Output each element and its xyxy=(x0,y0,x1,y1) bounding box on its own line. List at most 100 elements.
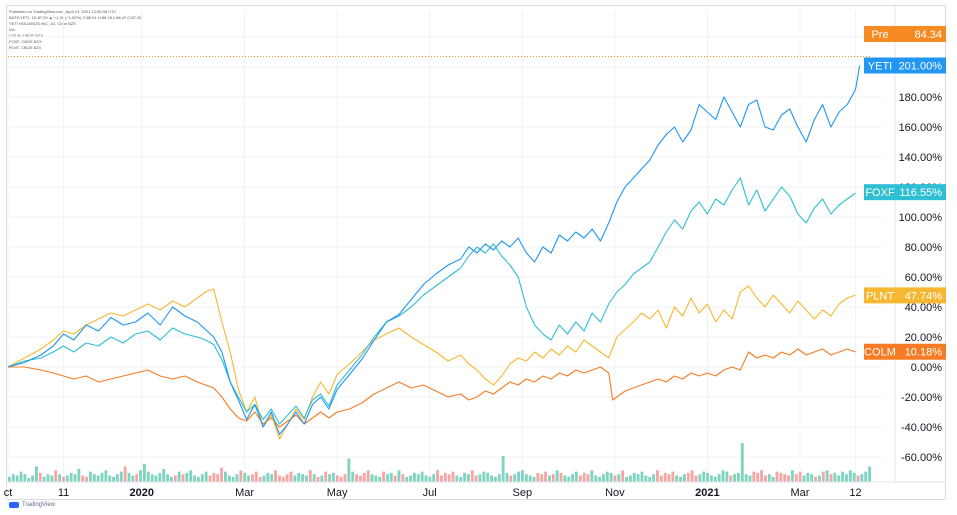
volume-bar xyxy=(744,474,748,482)
series-line-foxf xyxy=(7,177,856,425)
x-tick-label: Mar xyxy=(235,487,254,499)
volume-bar xyxy=(401,474,405,482)
badge-value-plnt: 47.74% xyxy=(905,290,943,302)
x-tick-label: Mar xyxy=(791,487,810,499)
y-tick-label: -20.00% xyxy=(901,392,942,404)
volume-bar xyxy=(432,474,436,482)
volume-bar xyxy=(416,474,420,482)
volume-bar xyxy=(62,476,65,482)
volume-bar xyxy=(339,476,343,482)
ticker-line: BATS:YETI, 1D 87.29 ▲ +1.30 (+1.52%) O:8… xyxy=(9,15,142,20)
volume-bar xyxy=(821,471,825,482)
volume-bar xyxy=(764,475,767,482)
volume-bar xyxy=(497,474,501,482)
volume-bar xyxy=(158,472,162,482)
volume-bar xyxy=(717,474,721,482)
volume-bar xyxy=(46,474,50,482)
volume-bar xyxy=(355,474,358,482)
volume-bar xyxy=(235,474,239,482)
y-tick-label: 100.00% xyxy=(899,212,943,224)
volume-bar xyxy=(609,472,613,482)
volume-bar xyxy=(69,472,73,482)
volume-bar xyxy=(23,474,27,482)
volume-bar xyxy=(810,474,814,482)
volume-bar xyxy=(752,471,756,482)
volume-bar xyxy=(208,475,212,482)
volume-bar xyxy=(81,475,85,482)
volume-bar xyxy=(231,476,235,482)
volume-bar xyxy=(586,474,590,482)
badge-value-pre: 84.34 xyxy=(914,29,942,41)
volume-bar xyxy=(254,471,258,482)
x-tick-label: May xyxy=(327,487,348,499)
volume-bar xyxy=(413,472,416,482)
compare-plnt: PLNT, CBOE BZX xyxy=(9,45,42,50)
volume-bar xyxy=(729,475,733,482)
volume-bar xyxy=(65,475,69,482)
volume-bar xyxy=(262,475,266,482)
published-line: Published on TradingView.com, April 13, … xyxy=(9,9,117,14)
y-tick-label: 20.00% xyxy=(905,332,943,344)
volume-bar xyxy=(563,475,567,482)
volume-bar xyxy=(382,471,385,482)
volume-bar xyxy=(632,472,636,482)
volume-bar xyxy=(131,475,135,482)
volume-bar xyxy=(756,472,760,482)
volume-bar xyxy=(332,472,335,482)
volume-bar xyxy=(42,476,46,482)
volume-bar xyxy=(598,476,601,482)
volume-bar xyxy=(212,472,216,482)
volume-bar xyxy=(119,471,123,482)
volume-bar xyxy=(251,474,254,482)
volume-bar xyxy=(150,474,154,482)
volume-bar xyxy=(351,471,355,482)
volume-bar xyxy=(289,471,293,482)
badge-label-foxf: FOXF xyxy=(865,187,895,199)
volume-bar xyxy=(505,472,509,482)
y-tick-label: 0.00% xyxy=(911,362,942,374)
volume-bar xyxy=(278,475,281,482)
volume-bar xyxy=(424,475,428,482)
badge-pre xyxy=(864,26,896,42)
volume-bar xyxy=(848,470,852,482)
volume-bar xyxy=(490,475,493,482)
footer: TradingView xyxy=(9,502,55,508)
volume-bar xyxy=(509,475,513,482)
volume-bar xyxy=(96,475,100,482)
volume-bar xyxy=(837,475,841,482)
volume-bar xyxy=(536,472,540,482)
footer-brand: TradingView xyxy=(22,502,56,508)
volume-bar xyxy=(582,472,586,482)
badge-plnt xyxy=(864,287,896,304)
volume-bar xyxy=(767,474,771,482)
volume-bar xyxy=(702,471,706,482)
volume-bar xyxy=(50,475,54,482)
volume-bar xyxy=(123,466,127,482)
volume-bar xyxy=(293,475,297,482)
volume-bar xyxy=(316,476,320,482)
volume-bar xyxy=(108,475,112,482)
volume-bar xyxy=(825,470,829,482)
volume-bar xyxy=(791,470,794,482)
volume-bar xyxy=(405,476,409,482)
volume-bar xyxy=(127,472,131,482)
volume-bar xyxy=(532,476,536,482)
vol-label: Vol xyxy=(9,27,15,32)
volume-bar xyxy=(463,472,466,482)
volume-bar xyxy=(590,470,594,482)
volume-bar xyxy=(663,472,667,482)
volume-bar xyxy=(359,475,362,482)
volume-bar xyxy=(621,470,625,482)
volume-bar xyxy=(459,476,463,482)
volume-bar xyxy=(270,474,274,482)
volume-bar xyxy=(613,475,617,482)
volume-bar xyxy=(166,474,169,482)
volume-bar xyxy=(19,471,23,482)
volume-bar xyxy=(85,476,88,482)
volume-bar xyxy=(528,475,532,482)
x-tick-label: Nov xyxy=(605,487,625,499)
volume-bar xyxy=(721,470,725,482)
volume-bar xyxy=(104,470,108,482)
volume-bar xyxy=(829,474,833,482)
